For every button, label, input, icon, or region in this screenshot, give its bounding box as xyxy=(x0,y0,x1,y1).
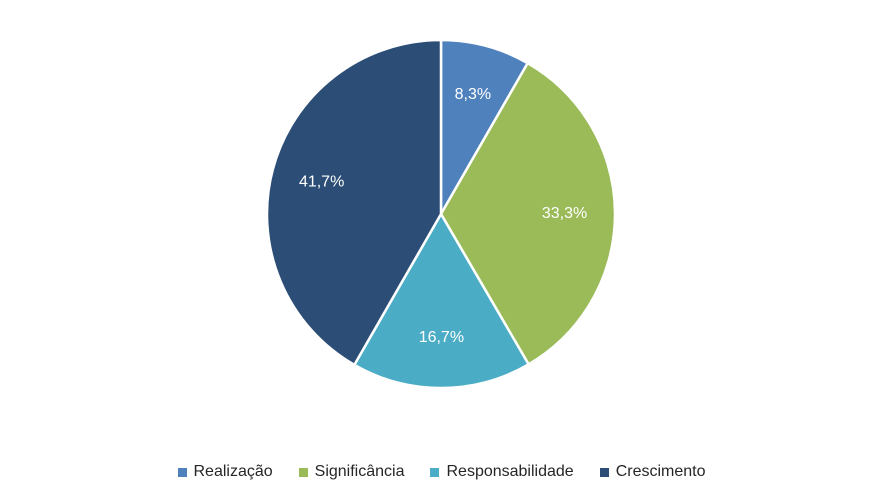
pie-slice-responsabilidade xyxy=(353,212,530,390)
legend-label: Responsabilidade xyxy=(446,463,574,480)
legend-swatch xyxy=(599,467,609,477)
pie-slice-realização xyxy=(439,38,529,216)
legend-swatch xyxy=(298,467,308,477)
legend-swatch xyxy=(430,467,440,477)
pie-data-labels: 8,3% 33,3% 16,7% 41,7% xyxy=(299,86,587,346)
data-label-significância: 33,3% xyxy=(542,205,587,222)
data-label-responsabilidade: 16,7% xyxy=(419,329,464,346)
data-label-crescimento: 41,7% xyxy=(299,174,344,191)
legend-swatch xyxy=(177,467,187,477)
legend-label: Significância xyxy=(314,463,405,480)
pie-slice-crescimento xyxy=(265,38,443,367)
pie-slices xyxy=(265,38,617,390)
legend-item-realização: Realização xyxy=(177,463,273,481)
legend-item-crescimento: Crescimento xyxy=(599,463,706,481)
pie-slice-significância xyxy=(439,61,617,366)
data-label-realização: 8,3% xyxy=(455,86,491,103)
legend-label: Realização xyxy=(193,463,273,480)
chart-legend: Realização Significância Responsabilidade C… xyxy=(0,460,883,484)
legend-label: Crescimento xyxy=(615,463,706,480)
legend-item-responsabilidade: Responsabilidade xyxy=(430,463,574,481)
legend-item-significância: Significância xyxy=(298,463,405,481)
pie-chart: 8,3% 33,3% 16,7% 41,7% xyxy=(265,38,617,390)
